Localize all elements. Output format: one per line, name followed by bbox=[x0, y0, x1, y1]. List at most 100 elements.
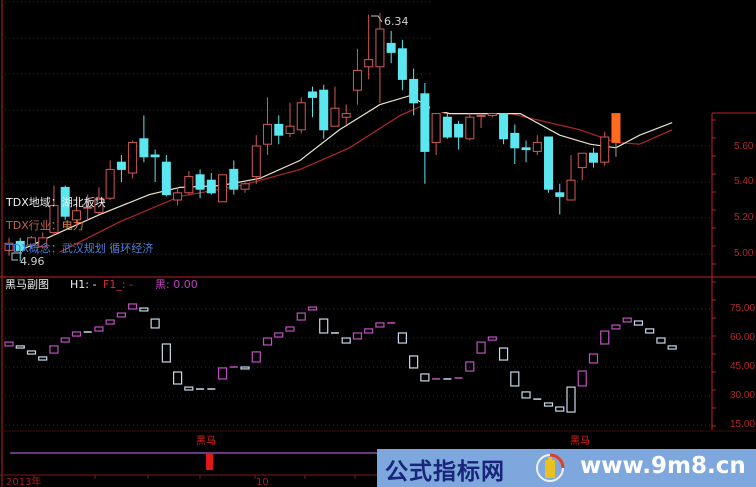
candle-body bbox=[296, 102, 306, 131]
candle-body bbox=[274, 123, 284, 136]
candle-body bbox=[566, 179, 576, 201]
indicator-box bbox=[521, 391, 531, 399]
candle-body bbox=[173, 192, 183, 201]
candle-body bbox=[544, 136, 554, 190]
indicator-box bbox=[510, 371, 520, 387]
indicator-tick: 30.00 bbox=[730, 390, 756, 401]
indicator-box bbox=[128, 303, 138, 310]
indicator-box bbox=[352, 332, 363, 340]
candle-body bbox=[431, 113, 441, 143]
candle-body bbox=[600, 136, 610, 163]
candle-body bbox=[150, 154, 160, 158]
candle-body bbox=[94, 197, 104, 214]
candle-body bbox=[409, 78, 419, 104]
candle-body bbox=[105, 168, 115, 199]
hei-value: 黑: 0.00 bbox=[155, 278, 198, 291]
candle-body bbox=[420, 93, 430, 152]
indicator-box bbox=[217, 367, 228, 380]
candle-body bbox=[476, 114, 486, 117]
indicator-box bbox=[667, 345, 677, 350]
candle-body bbox=[588, 152, 598, 163]
indicator-box bbox=[588, 353, 599, 364]
candle-body bbox=[352, 69, 362, 91]
candle-body bbox=[83, 206, 93, 209]
indicator-box bbox=[49, 345, 59, 354]
indicator-box bbox=[364, 328, 374, 334]
indicator-box bbox=[555, 406, 565, 412]
candle-body bbox=[454, 123, 464, 138]
candle-body bbox=[195, 174, 205, 190]
candle-body bbox=[38, 237, 48, 248]
candle-body bbox=[375, 28, 385, 68]
candle-body bbox=[15, 240, 25, 251]
indicator-box bbox=[251, 351, 261, 363]
indicator-box bbox=[307, 306, 318, 311]
indicator-box bbox=[60, 337, 70, 343]
indicator-box bbox=[420, 373, 430, 382]
x-axis-label: 2013年 bbox=[6, 477, 42, 487]
candle-body bbox=[319, 89, 329, 131]
candle-body bbox=[555, 192, 565, 197]
watermark-site-name: 公式指标网 bbox=[385, 459, 505, 485]
indicator-box bbox=[543, 402, 554, 407]
candle-body bbox=[229, 168, 239, 190]
industry-label: TDX行业：电力 bbox=[6, 219, 84, 232]
indicator-box bbox=[116, 312, 127, 318]
indicator-box bbox=[38, 356, 48, 361]
sub-chart-title[interactable]: 黑马副图 bbox=[5, 278, 49, 291]
watermark-url: www.9m8.cn bbox=[580, 453, 746, 479]
candle-body bbox=[611, 113, 621, 143]
signal-label: 黑马 bbox=[196, 436, 216, 447]
indicator-box bbox=[476, 341, 486, 354]
price-tick: 5.00 bbox=[734, 248, 754, 259]
x-axis-label: 10 bbox=[256, 477, 269, 487]
signal-bar bbox=[206, 453, 214, 470]
indicator-box bbox=[4, 341, 14, 347]
indicator-tick: 75.00 bbox=[730, 303, 756, 314]
indicator-box bbox=[285, 326, 295, 332]
candle-body bbox=[364, 59, 374, 68]
candle-body bbox=[71, 210, 81, 221]
indicator-box bbox=[611, 324, 621, 330]
high-marker bbox=[371, 15, 383, 23]
indicator-box bbox=[262, 337, 273, 346]
h1-value: H1: - bbox=[70, 278, 97, 291]
candle-body bbox=[330, 107, 340, 127]
region-label: TDX地域：湖北板块 bbox=[6, 196, 106, 209]
candle-body bbox=[532, 141, 542, 152]
indicator-box bbox=[498, 347, 509, 361]
candle-body bbox=[510, 132, 520, 149]
candle-body bbox=[240, 183, 250, 190]
indicator-box bbox=[341, 337, 351, 344]
indicator-box bbox=[487, 336, 497, 341]
indicator-box bbox=[240, 366, 250, 370]
candle-body bbox=[263, 123, 273, 145]
candle-body bbox=[4, 242, 14, 251]
indicator-box bbox=[319, 318, 329, 334]
concept-label: TDX概念：武汉规划 循环经济 bbox=[6, 242, 154, 255]
ma-long-line bbox=[59, 103, 673, 253]
site-logo-icon bbox=[536, 453, 565, 482]
candle-body bbox=[206, 179, 216, 194]
indicator-box bbox=[645, 328, 655, 334]
price-tick: 5.60 bbox=[734, 141, 754, 152]
candle-body bbox=[341, 113, 351, 118]
indicator-box bbox=[71, 331, 82, 337]
indicator-box bbox=[173, 371, 183, 385]
indicator-box bbox=[150, 318, 160, 329]
candle-body bbox=[442, 116, 452, 138]
indicator-tick: 60.00 bbox=[730, 332, 756, 343]
indicator-box bbox=[184, 386, 194, 391]
price-tick: 5.40 bbox=[734, 176, 754, 187]
candle-body bbox=[499, 113, 509, 140]
candle-body bbox=[577, 152, 587, 169]
candle-body bbox=[251, 145, 261, 178]
signal-label: 黑马 bbox=[570, 436, 590, 447]
indicator-box bbox=[105, 319, 115, 325]
indicator-box bbox=[26, 350, 37, 355]
ma-short-line bbox=[19, 94, 673, 251]
indicator-tick: 15.00 bbox=[730, 419, 756, 430]
candle-body bbox=[161, 161, 171, 196]
